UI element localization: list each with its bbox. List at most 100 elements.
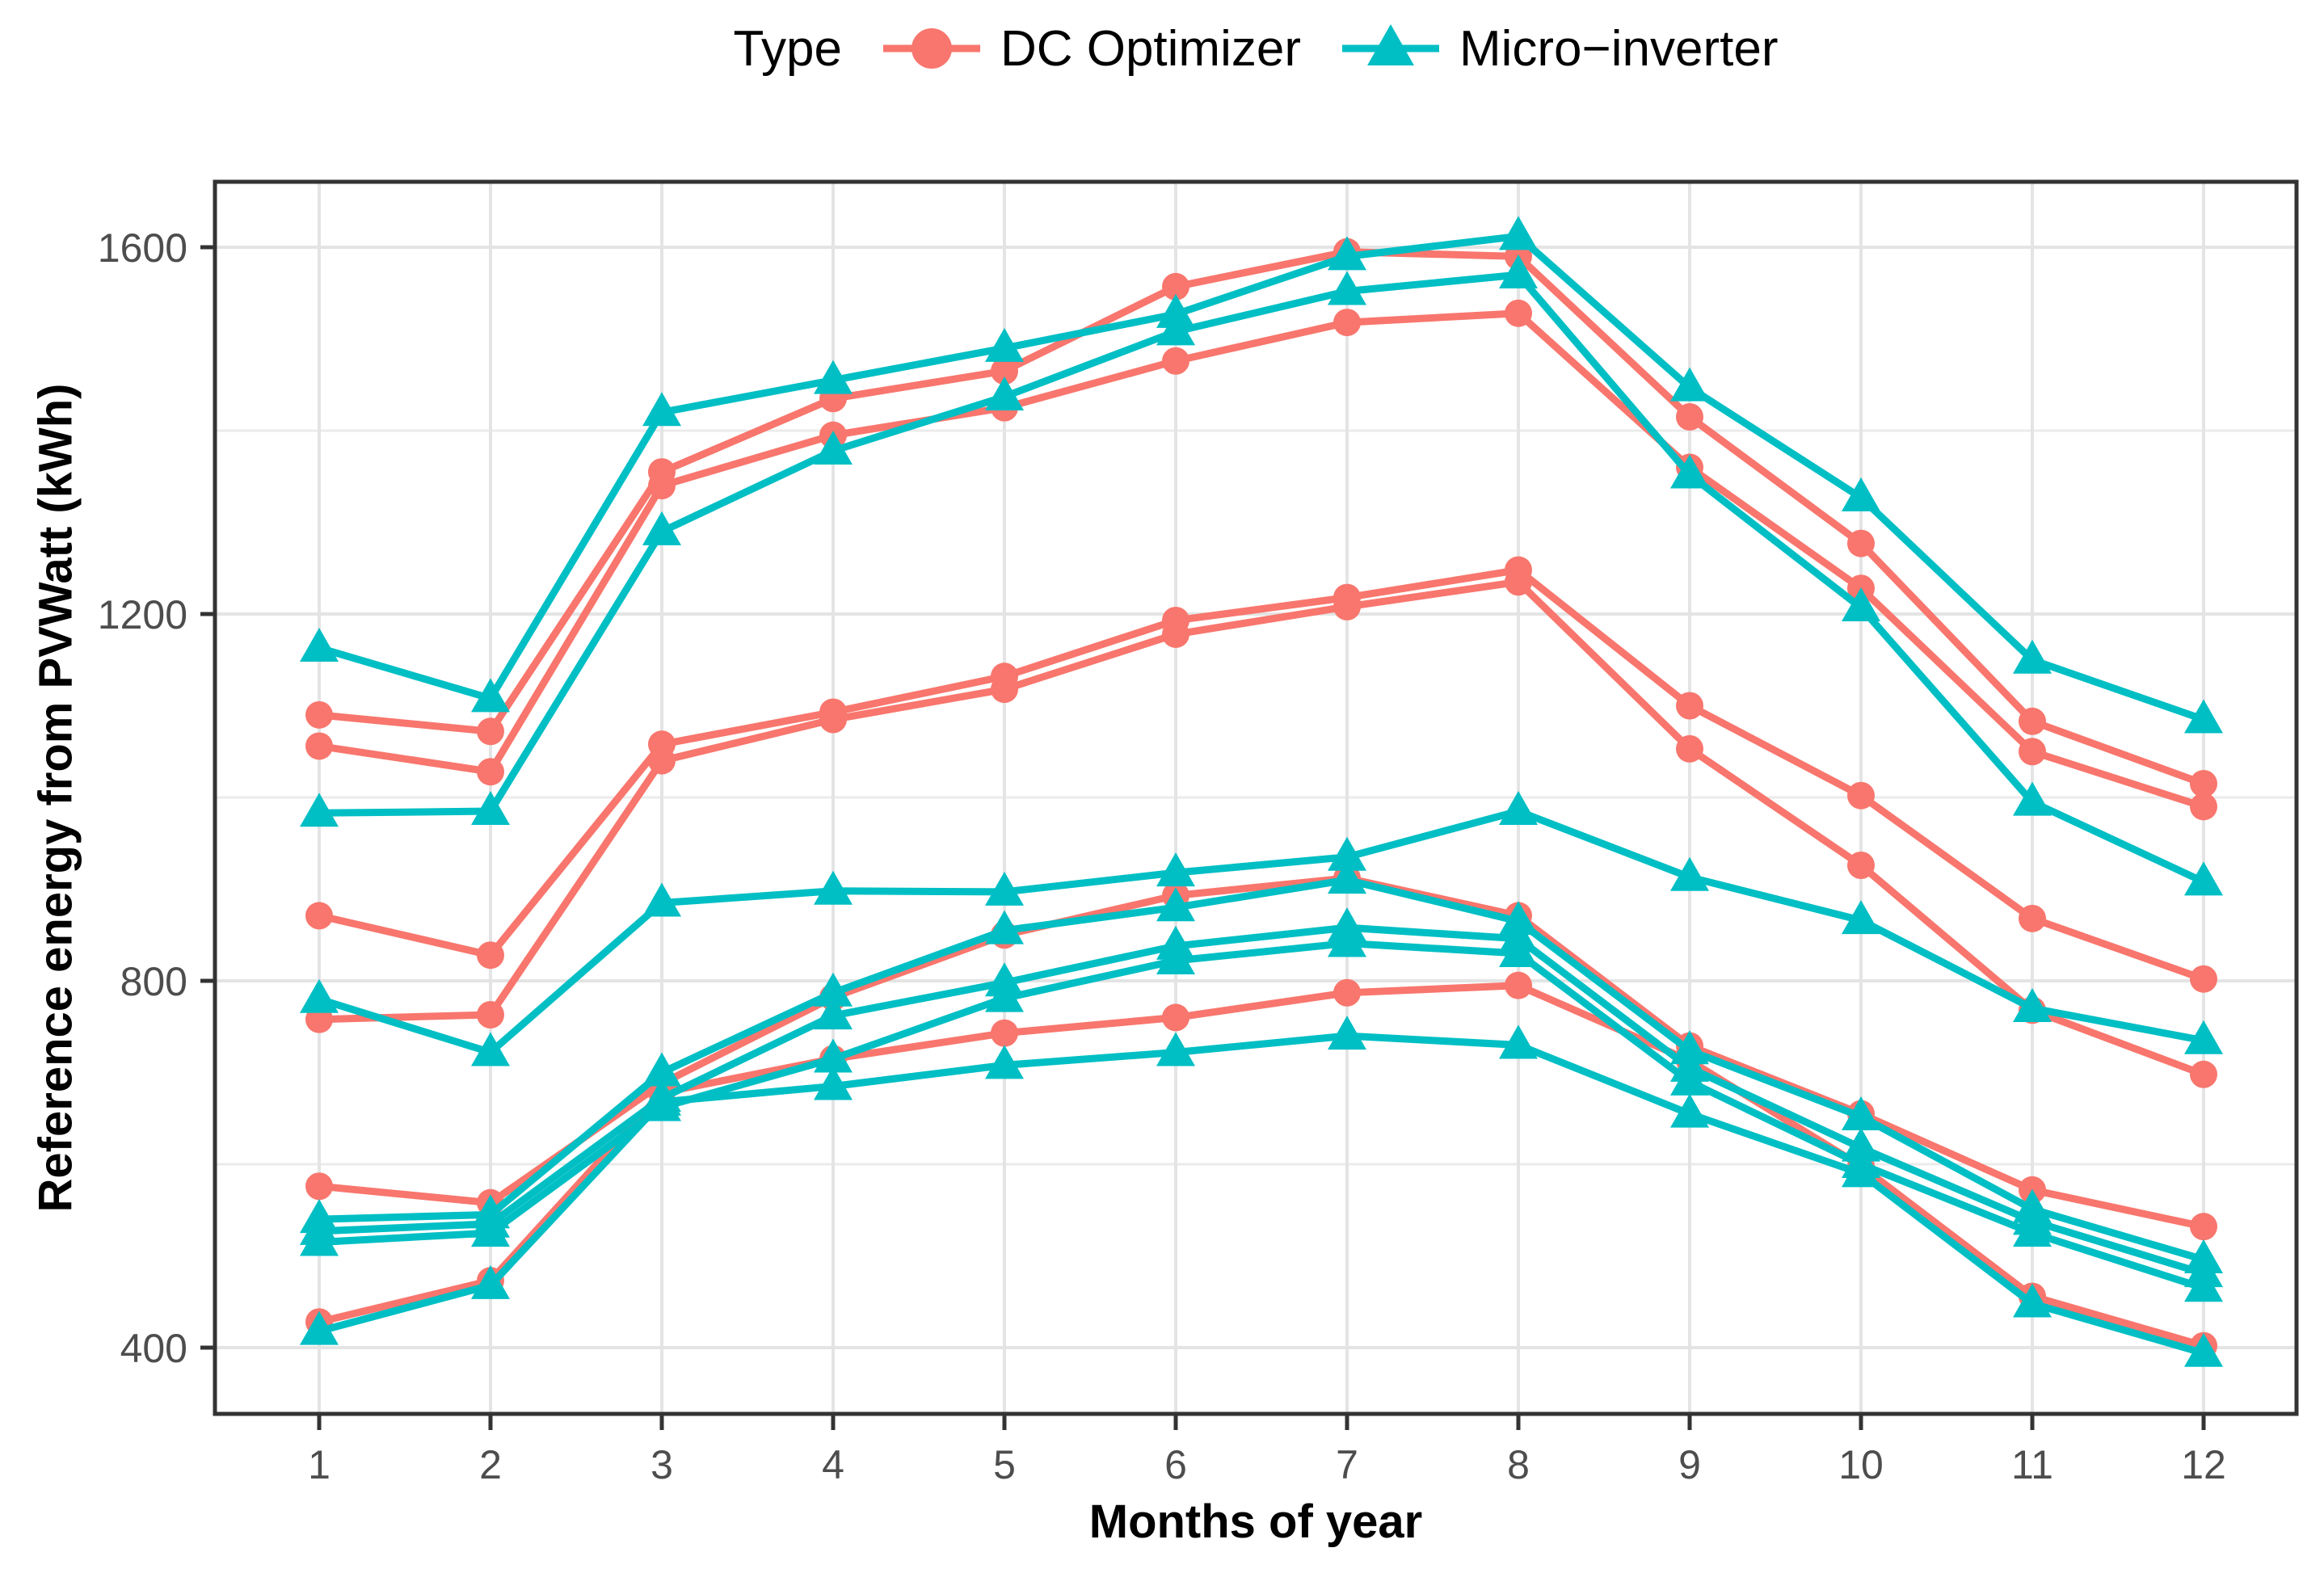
data-point-triangle-icon [1499,791,1538,826]
data-point-triangle-icon [1499,1024,1538,1059]
series-line [318,1032,2205,1357]
data-point-circle-icon [648,747,676,775]
y-axis-ticks: 400 800 1200 1600 [98,225,215,1371]
data-point-triangle-icon [471,1213,510,1247]
data-point-circle-icon [648,472,676,500]
y-tick-label: 1200 [98,592,187,637]
series-line [318,248,2205,788]
x-tick-label: 2 [479,1442,502,1487]
data-point-triangle-icon [642,511,681,545]
series-micro_inverter_4 [300,860,2223,1274]
data-point-triangle-icon [1156,940,1195,975]
data-point-circle-icon [2190,793,2217,821]
data-point-triangle-icon [985,327,1024,362]
data-point-circle-icon [2190,1213,2217,1241]
x-axis-ticks: 1 2 3 4 5 6 7 8 9 10 11 12 [308,1414,2226,1487]
data-point-circle-icon [1162,272,1189,301]
data-point-triangle-icon [1499,254,1538,289]
data-point-circle-icon [2019,738,2046,766]
data-point-triangle-icon [2013,1283,2052,1318]
data-point-triangle-icon [1156,852,1195,887]
data-point-circle-icon [1676,692,1703,720]
legend-label-dc-optimizer: DC Optimizer [1000,20,1301,77]
data-point-triangle-icon [1328,1016,1366,1050]
data-point-triangle-icon [642,882,681,917]
x-tick-label: 12 [2181,1442,2226,1487]
series-line [318,807,2204,1057]
data-point-triangle-icon [1670,367,1709,402]
data-point-triangle-icon [1499,932,1538,967]
series-line [318,232,2205,723]
data-point-triangle-icon [2013,781,2052,816]
circle-icon [911,28,952,69]
data-point-triangle-icon [300,1222,339,1256]
data-point-circle-icon [1676,734,1703,763]
x-tick-label: 11 [2011,1442,2053,1487]
data-point-triangle-icon [471,1032,510,1066]
data-point-triangle-icon [1328,271,1366,305]
triangle-icon [1366,24,1414,65]
data-point-triangle-icon [1328,236,1366,271]
data-point-triangle-icon [1670,856,1709,891]
data-point-circle-icon [2019,707,2046,735]
x-tick-label: 1 [308,1442,330,1487]
data-point-triangle-icon [814,972,853,1007]
legend-item-micro-inverter: Micro−inverter [1338,18,1778,79]
data-point-circle-icon [991,675,1018,704]
data-point-triangle-icon [300,627,339,662]
data-point-triangle-icon [1670,1061,1709,1096]
x-tick-label: 7 [1336,1442,1358,1487]
series-line [318,578,2205,1079]
data-point-circle-icon [2019,904,2046,932]
data-point-circle-icon [1847,781,1875,810]
data-point-triangle-icon [1328,860,1366,894]
data-point-triangle-icon [300,793,339,827]
data-point-circle-icon [1333,309,1361,337]
y-tick-label: 1600 [98,225,187,271]
data-point-triangle-icon [814,870,853,905]
data-point-triangle-icon [471,1264,510,1299]
x-tick-label: 5 [993,1442,1016,1487]
data-point-triangle-icon [814,995,853,1030]
legend-title: Type [733,20,842,77]
data-point-triangle-icon [814,360,853,394]
x-tick-label: 8 [1507,1442,1530,1487]
series-dc_optimizer_4 [305,568,2217,1088]
x-tick-label: 9 [1678,1442,1701,1487]
data-point-triangle-icon [2184,861,2223,896]
series-micro_inverter_7 [300,1016,2223,1367]
data-point-circle-icon [2190,1060,2217,1088]
data-point-circle-icon [305,732,333,760]
data-point-circle-icon [2190,965,2217,993]
data-point-circle-icon [2190,769,2217,797]
data-point-circle-icon [1676,402,1703,431]
data-point-circle-icon [991,1019,1018,1047]
data-point-triangle-icon [985,376,1024,411]
data-point-circle-icon [1847,529,1875,557]
data-point-triangle-icon [642,1052,681,1087]
data-point-triangle-icon [1842,587,1880,622]
legend: Type DC Optimizer Micro−inverter [215,10,2297,87]
data-point-triangle-icon [1842,1153,1880,1188]
data-point-triangle-icon [985,910,1024,944]
series-line [318,876,2205,1264]
series-line [318,874,2204,1230]
data-point-circle-icon [819,705,847,734]
data-point-circle-icon [1162,1003,1189,1032]
data-point-triangle-icon [1670,1093,1709,1128]
data-point-circle-icon [1162,620,1189,648]
series-line [318,923,2205,1277]
data-point-circle-icon [991,357,1018,385]
series-micro_inverter_3 [300,791,2223,1066]
data-point-circle-icon [1333,978,1361,1007]
data-point-circle-icon [1162,347,1189,375]
data-point-triangle-icon [1156,887,1195,922]
data-point-triangle-icon [1156,293,1195,328]
data-point-triangle-icon [814,1038,853,1073]
data-point-triangle-icon [2184,699,2223,734]
data-point-circle-icon [1333,592,1361,620]
x-tick-label: 3 [650,1442,673,1487]
data-point-triangle-icon [2184,1332,2223,1367]
